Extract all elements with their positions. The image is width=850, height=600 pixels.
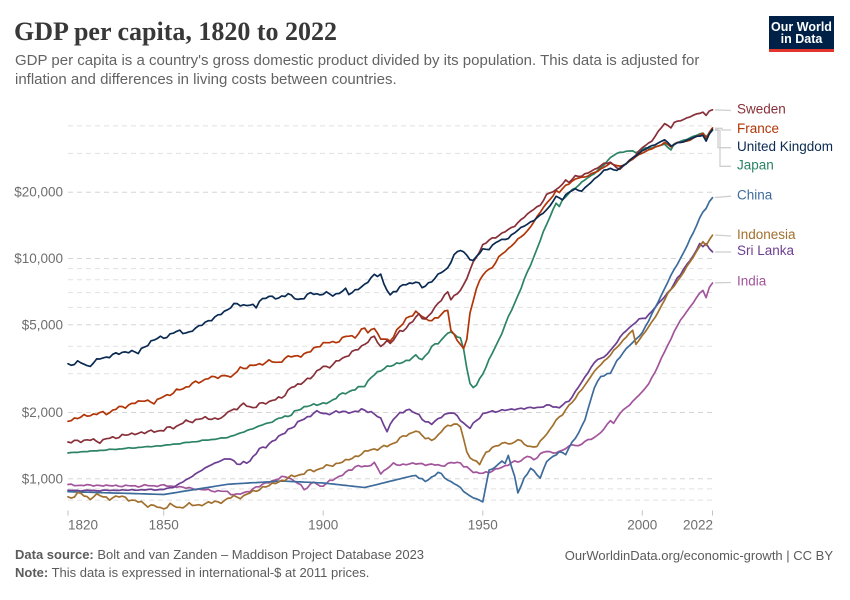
svg-text:Japan: Japan [737,158,774,173]
svg-text:$1,000: $1,000 [22,471,63,486]
svg-text:United Kingdom: United Kingdom [737,139,833,154]
svg-text:$10,000: $10,000 [14,251,63,266]
svg-text:1900: 1900 [308,518,338,533]
svg-text:$5,000: $5,000 [22,317,63,332]
svg-text:France: France [737,121,779,136]
svg-text:$20,000: $20,000 [14,185,63,200]
svg-text:2022: 2022 [683,518,713,533]
svg-text:Sri Lanka: Sri Lanka [737,243,795,258]
svg-text:$2,000: $2,000 [22,405,63,420]
svg-text:2000: 2000 [627,518,657,533]
svg-text:China: China [737,187,773,202]
svg-text:1950: 1950 [468,518,498,533]
svg-text:1820: 1820 [68,518,98,533]
svg-text:Indonesia: Indonesia [737,227,796,242]
svg-text:Sweden: Sweden [737,102,786,117]
svg-text:India: India [737,274,767,289]
svg-text:1850: 1850 [149,518,179,533]
